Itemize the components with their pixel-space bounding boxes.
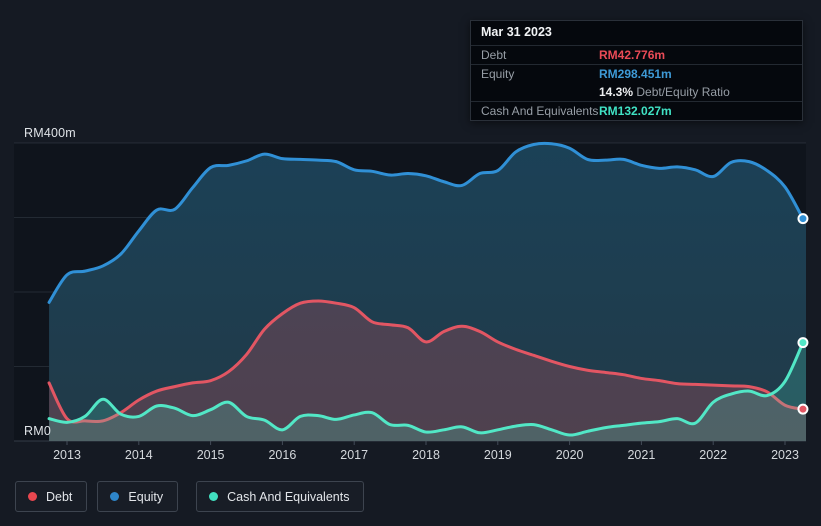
chart-tooltip: Mar 31 2023 Debt RM42.776m Equity RM298.… bbox=[470, 20, 803, 121]
legend-item-cash[interactable]: Cash And Equivalents bbox=[196, 481, 365, 512]
debt-series-dot-icon bbox=[28, 492, 37, 501]
x-axis-year-label: 2017 bbox=[340, 448, 369, 462]
tooltip-ratio-row: 14.3% Debt/Equity Ratio bbox=[471, 83, 802, 101]
debt-endpoint-dot bbox=[797, 403, 809, 415]
tooltip-cash-label: Cash And Equivalents bbox=[481, 104, 599, 118]
tooltip-equity-label: Equity bbox=[481, 67, 515, 81]
y-axis-max-label: RM400m bbox=[24, 126, 76, 140]
tooltip-cash-row: Cash And Equivalents RM132.027m bbox=[471, 101, 802, 120]
x-axis-year-label: 2016 bbox=[268, 448, 297, 462]
y-axis-zero-label: RM0 bbox=[24, 424, 51, 438]
debt-area bbox=[49, 300, 807, 441]
x-axis-year-label: 2013 bbox=[53, 448, 81, 462]
legend-debt-label: Debt bbox=[46, 489, 73, 504]
tooltip-debt-row: Debt RM42.776m bbox=[471, 45, 802, 64]
tooltip-equity-value: RM298.451m bbox=[599, 67, 672, 81]
equity-line bbox=[47, 141, 805, 304]
cash-and-equivalents-area bbox=[49, 342, 807, 441]
x-axis-year-label: 2015 bbox=[196, 448, 225, 462]
cash-series-dot-icon bbox=[209, 492, 219, 501]
tooltip-equity-row: Equity RM298.451m bbox=[471, 64, 802, 83]
tooltip-date: Mar 31 2023 bbox=[481, 25, 552, 39]
legend-item-equity[interactable]: Equity bbox=[97, 481, 179, 512]
tooltip-ratio-value: 14.3% Debt/Equity Ratio bbox=[599, 85, 730, 99]
equity-series-dot-icon bbox=[110, 492, 120, 501]
legend-equity-label: Equity bbox=[128, 489, 164, 504]
debt-line bbox=[47, 299, 805, 424]
tooltip-cash-value: RM132.027m bbox=[599, 104, 672, 118]
legend-cash-label: Cash And Equivalents bbox=[227, 489, 350, 504]
x-axis-year-label: 2019 bbox=[483, 448, 512, 462]
equity-area bbox=[49, 143, 807, 442]
legend-item-debt[interactable]: Debt bbox=[15, 481, 88, 512]
tooltip-debt-label: Debt bbox=[481, 48, 507, 62]
cash-and-equivalents-endpoint-dot bbox=[797, 337, 809, 349]
x-axis-year-label: 2020 bbox=[555, 448, 584, 462]
x-axis-year-label: 2021 bbox=[627, 448, 656, 462]
equity-endpoint-dot bbox=[797, 213, 809, 225]
x-axis-year-label: 2022 bbox=[699, 448, 728, 462]
x-axis-year-label: 2018 bbox=[412, 448, 440, 462]
cash-and-equivalents-line bbox=[47, 341, 805, 437]
chart-legend: Debt Equity Cash And Equivalents bbox=[15, 481, 365, 512]
x-axis-year-label: 2023 bbox=[771, 448, 799, 462]
tooltip-debt-value: RM42.776m bbox=[599, 48, 666, 62]
x-axis-year-label: 2014 bbox=[124, 448, 153, 462]
